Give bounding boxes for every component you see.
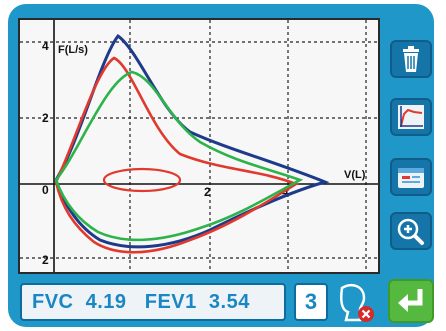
flow-volume-graph: 4 2 0 2 2 4 F(L/s) V(L) xyxy=(18,18,380,274)
y-tick-label: 2 xyxy=(42,111,49,125)
flow-volume-plot: 4 2 0 2 2 4 F(L/s) V(L) xyxy=(20,20,378,272)
results-readout: FVC 4.19 FEV1 3.54 xyxy=(20,283,286,321)
x-tick-label: 2 xyxy=(204,185,211,199)
y-axis-label: F(L/s) xyxy=(58,44,88,56)
report-button[interactable] xyxy=(390,158,432,196)
trial-number: 3 xyxy=(294,283,328,321)
curve-red xyxy=(54,56,299,254)
fev1-value: 3.54 xyxy=(208,290,250,313)
zoom-button[interactable] xyxy=(390,212,432,250)
curve-green xyxy=(54,70,304,242)
report-icon xyxy=(398,168,424,188)
confirm-button[interactable] xyxy=(388,279,434,323)
y-tick-label: 0 xyxy=(42,183,49,197)
curve-chart-icon xyxy=(398,105,424,129)
fvc-value: 4.19 xyxy=(85,290,127,313)
y-tick-label: 2 xyxy=(42,253,49,267)
patient-remove-icon[interactable] xyxy=(334,282,378,324)
marker-ellipse xyxy=(102,167,182,193)
delete-button[interactable] xyxy=(390,40,432,78)
x-axis-label: V(L) xyxy=(344,169,366,181)
y-tick-label: 4 xyxy=(42,39,49,53)
zoom-in-icon xyxy=(397,218,424,245)
curve-blue xyxy=(54,33,330,249)
curve-view-button[interactable] xyxy=(390,98,432,136)
enter-icon xyxy=(398,289,423,312)
fev1-label: FEV1 xyxy=(144,290,197,313)
fvc-label: FVC xyxy=(32,290,74,313)
trash-icon xyxy=(403,46,419,72)
